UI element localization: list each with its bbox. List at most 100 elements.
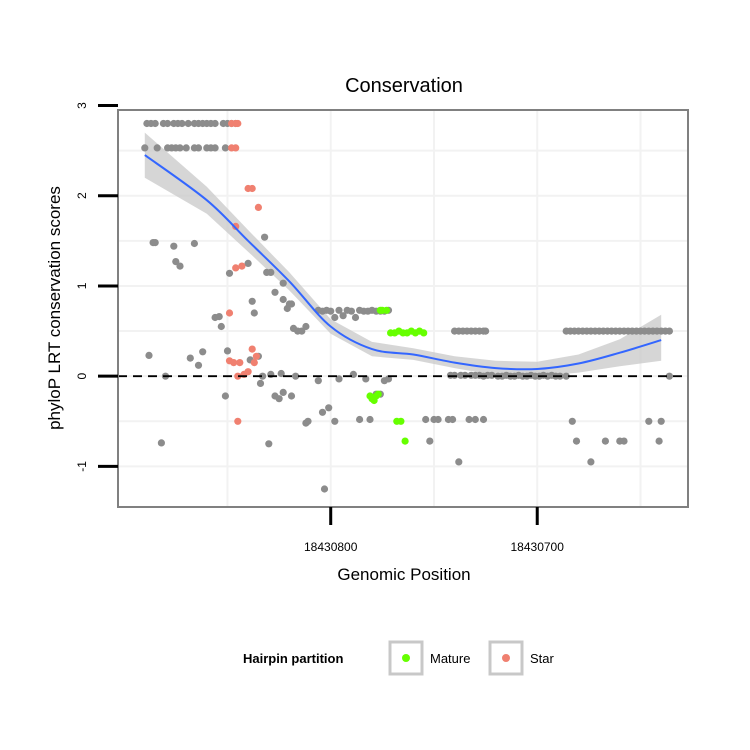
panel-border	[117, 109, 689, 508]
point-other-111	[384, 375, 393, 383]
point-other-75	[279, 388, 287, 396]
confidence-ribbon	[144, 132, 662, 377]
point-other-80	[314, 377, 322, 385]
point-other-157	[562, 372, 570, 380]
point-other-7	[178, 119, 186, 128]
point-other-43	[250, 309, 258, 317]
point-other-83	[325, 404, 333, 412]
point-other-30	[211, 144, 219, 152]
point-other-95	[351, 313, 360, 322]
point-other-118	[455, 458, 463, 466]
point-other-120	[471, 415, 479, 424]
point-other-56	[298, 327, 306, 335]
point-other-79	[304, 417, 312, 425]
point-other-193	[665, 372, 674, 380]
point-other-71	[265, 440, 273, 448]
point-other-113	[426, 437, 434, 445]
point-other-59	[157, 439, 165, 447]
point-other-184	[568, 417, 576, 425]
point-star-18	[248, 345, 256, 353]
point-other-73	[275, 395, 283, 403]
point-other-185	[572, 437, 581, 445]
point-other-41	[217, 322, 225, 331]
point-other-115	[434, 415, 442, 424]
point-star-10	[238, 262, 246, 270]
y-tick-label-1: 0	[75, 373, 89, 380]
point-star-21	[234, 417, 242, 425]
point-other-130	[482, 327, 490, 335]
point-star-6	[248, 184, 256, 193]
point-other-106	[362, 375, 370, 383]
point-star-17	[244, 368, 252, 376]
legend-key-star	[488, 640, 524, 676]
y-tick-label-4: 3	[75, 102, 89, 109]
point-other-38	[225, 269, 234, 277]
point-other-82	[320, 485, 329, 493]
point-other-81	[318, 408, 327, 416]
point-other-64	[223, 347, 232, 355]
point-other-68	[259, 372, 267, 380]
x-axis-label: Genomic Position	[337, 565, 470, 584]
point-other-58	[145, 351, 153, 359]
point-star-13	[230, 359, 238, 367]
data-points-layer	[141, 119, 674, 493]
point-other-19	[141, 144, 149, 152]
y-tick-label-2: 1	[75, 282, 89, 289]
point-other-62	[194, 361, 203, 369]
point-star-7	[254, 203, 262, 211]
point-other-91	[335, 306, 343, 314]
point-other-35	[190, 239, 198, 248]
point-other-20	[153, 144, 161, 152]
point-other-45	[261, 233, 269, 241]
legend: Hairpin partition Mature Star	[243, 640, 555, 676]
legend-title: Hairpin partition	[243, 651, 343, 666]
legend-label-mature: Mature	[430, 651, 470, 666]
point-other-25	[182, 144, 190, 152]
legend-dot-star	[502, 654, 510, 662]
point-other-8	[184, 119, 192, 128]
point-other-84	[331, 417, 339, 425]
point-other-4	[164, 119, 172, 128]
point-star-4	[232, 144, 240, 152]
point-other-94	[347, 307, 355, 315]
point-other-27	[194, 144, 203, 152]
legend-dot-mature	[402, 654, 410, 662]
point-other-65	[221, 392, 229, 400]
point-other-33	[151, 239, 159, 247]
point-other-183	[665, 327, 674, 335]
point-other-48	[271, 288, 279, 296]
x-tick-label-1: 18430700	[511, 540, 565, 554]
confidence-ribbon-layer	[144, 132, 662, 377]
point-mature-2	[382, 306, 391, 314]
point-other-34	[170, 242, 178, 250]
legend-label-star: Star	[530, 651, 555, 666]
point-other-63	[199, 348, 207, 356]
point-other-61	[186, 354, 194, 362]
point-other-186	[587, 458, 595, 466]
point-star-11	[225, 309, 234, 317]
point-star-19	[250, 359, 258, 367]
point-other-92	[339, 312, 347, 320]
point-other-90	[331, 313, 339, 322]
point-other-69	[256, 379, 265, 387]
point-other-49	[279, 279, 287, 287]
point-other-187	[601, 437, 610, 445]
y-tick-label-0: -1	[75, 461, 89, 472]
legend-entry-star: Star	[488, 640, 555, 676]
point-star-15	[236, 359, 244, 367]
point-other-47	[267, 268, 275, 276]
point-other-192	[657, 417, 665, 425]
point-other-42	[244, 259, 252, 267]
point-other-2	[151, 119, 159, 128]
point-other-89	[327, 307, 335, 315]
point-other-190	[645, 417, 653, 425]
point-mature-11	[420, 329, 428, 337]
point-other-44	[248, 297, 256, 305]
point-star-2	[234, 119, 242, 128]
point-other-40	[215, 313, 223, 321]
point-mature-19	[401, 437, 409, 445]
point-star-9	[232, 264, 240, 272]
y-tick-label-3: 2	[75, 192, 89, 199]
legend-entry-mature: Mature	[388, 640, 470, 676]
